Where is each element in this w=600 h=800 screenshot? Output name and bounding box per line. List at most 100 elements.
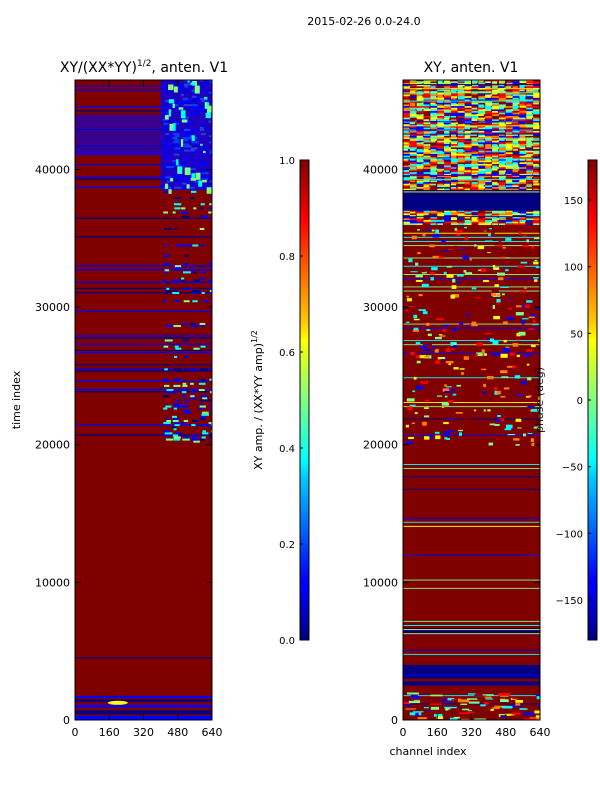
right-band (403, 174, 540, 176)
right-phase-cell (485, 112, 493, 115)
left-noise-cell (182, 215, 190, 218)
right-phase-cell (520, 261, 528, 264)
right-phase-cell (519, 709, 529, 713)
right-phase-cell (464, 158, 473, 161)
left-noise-cell (184, 411, 192, 414)
right-phase-cell (403, 133, 411, 136)
right-phase-cell (492, 165, 498, 168)
right-phase-cell (403, 115, 409, 118)
right-phase-cell (488, 234, 491, 237)
right-phase-cell (464, 97, 472, 100)
left-noise-cell (210, 322, 212, 325)
right-phase-cell (409, 150, 418, 153)
right-phase-cell (485, 133, 493, 136)
left-noise-cell (165, 438, 174, 441)
right-phase-cell (483, 279, 489, 283)
right-phase-cell (498, 122, 505, 125)
right-phase-cell (512, 102, 521, 105)
right-phase-cell (535, 715, 540, 719)
right-phase-cell (526, 85, 534, 88)
right-phase-cell (450, 110, 458, 113)
right-phase-cell (533, 123, 540, 126)
right-phase-cell (419, 438, 423, 441)
right-phase-cell (464, 184, 471, 188)
right-phase-cell (505, 127, 513, 130)
right-phase-cell (423, 108, 431, 112)
right-phase-cell (407, 406, 413, 411)
right-phase-cell (409, 217, 419, 221)
right-phase-cell (519, 173, 528, 176)
right-phase-cell (520, 290, 527, 293)
right-phase-cell (423, 112, 430, 115)
right-phase-cell (498, 148, 506, 151)
right-phase-cell (478, 168, 487, 171)
right-phase-cell (527, 432, 533, 435)
right-phase-cell (464, 217, 473, 221)
right-phase-cell (403, 123, 410, 126)
right-phase-cell (409, 146, 419, 150)
right-phase-cell (452, 393, 457, 396)
right-phase-cell (444, 216, 451, 219)
right-phase-cell (423, 98, 431, 102)
left-band (75, 424, 212, 426)
right-phase-cell (492, 84, 499, 87)
right-phase-cell (437, 163, 444, 166)
right-phase-cell (519, 212, 527, 216)
right-phase-cell (471, 214, 479, 217)
right-phase-cell (471, 179, 478, 183)
x-tick-label: 640 (202, 726, 223, 739)
right-phase-cell (527, 406, 535, 408)
right-phase-cell (423, 148, 429, 151)
right-band (403, 468, 540, 470)
right-phase-cell (450, 102, 457, 105)
right-phase-cell (457, 100, 467, 103)
right-phase-cell (437, 122, 444, 125)
right-phase-cell (505, 179, 513, 183)
right-phase-cell (471, 89, 479, 92)
left-noise-cell (183, 287, 190, 290)
right-phase-cell (457, 133, 464, 136)
right-phase-cell (444, 133, 450, 136)
left-noise-cell (168, 109, 172, 117)
right-phase-cell (457, 216, 465, 219)
right-phase-cell (478, 84, 486, 87)
right-phase-cell (485, 92, 491, 95)
right-phase-cell (450, 171, 459, 174)
right-band (403, 435, 540, 436)
right-phase-cell (498, 693, 511, 696)
right-phase-cell (413, 318, 420, 321)
right-phase-cell (430, 103, 438, 107)
right-phase-cell (471, 80, 478, 83)
right-phase-cell (416, 100, 422, 103)
right-phase-cell (416, 90, 423, 93)
right-phase-cell (458, 429, 463, 432)
left-noise-cell (163, 395, 170, 398)
right-phase-cell (450, 155, 457, 158)
right-phase-cell (464, 133, 472, 136)
right-phase-cell (457, 122, 463, 125)
left-noise-cell (182, 409, 190, 412)
right-phase-cell (444, 168, 453, 171)
right-phase-cell (464, 171, 472, 174)
right-phase-cell (498, 146, 506, 150)
right-phase-cell (427, 434, 434, 439)
right-phase-cell (464, 179, 473, 183)
right-phase-cell (403, 150, 410, 153)
right-phase-cell (519, 150, 528, 153)
right-phase-cell (533, 84, 540, 87)
right-phase-cell (416, 171, 426, 174)
right-phase-cell (492, 140, 500, 143)
right-phase-cell (437, 117, 444, 120)
right-phase-cell (505, 138, 513, 141)
left-noise-cell (202, 397, 208, 400)
right-phase-cell (498, 184, 505, 188)
right-phase-cell (478, 107, 484, 110)
right-phase-cell (476, 352, 483, 357)
y-tick-label: 30000 (363, 301, 398, 314)
right-phase-cell (523, 433, 526, 437)
left-noise-cell (200, 424, 209, 427)
right-phase-cell (485, 138, 494, 141)
right-phase-cell (526, 186, 533, 189)
right-phase-cell (430, 148, 436, 151)
right-phase-cell (478, 146, 484, 150)
